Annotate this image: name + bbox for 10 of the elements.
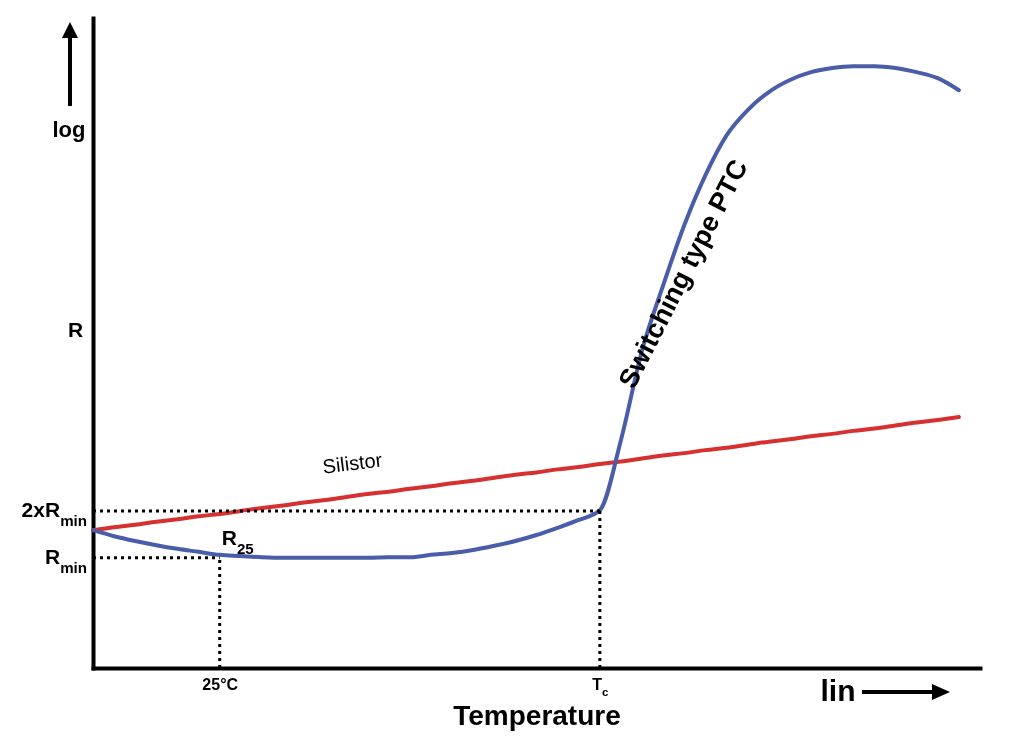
annotation: R$_{25}$ bbox=[221, 525, 254, 557]
text: Silistor bbox=[321, 448, 384, 478]
x-tick-label: T$_{c}$ bbox=[592, 675, 610, 698]
x-tick-label: 25°C bbox=[202, 675, 239, 693]
ref-line-label: 2xR$_{min}$ bbox=[21, 497, 87, 529]
y-axis-title: R bbox=[67, 317, 84, 341]
text: lin bbox=[820, 674, 856, 707]
text: log bbox=[52, 117, 86, 142]
ref-line-label: R$_{min}$ bbox=[44, 544, 87, 576]
x-axis-title: Temperature bbox=[453, 699, 621, 731]
